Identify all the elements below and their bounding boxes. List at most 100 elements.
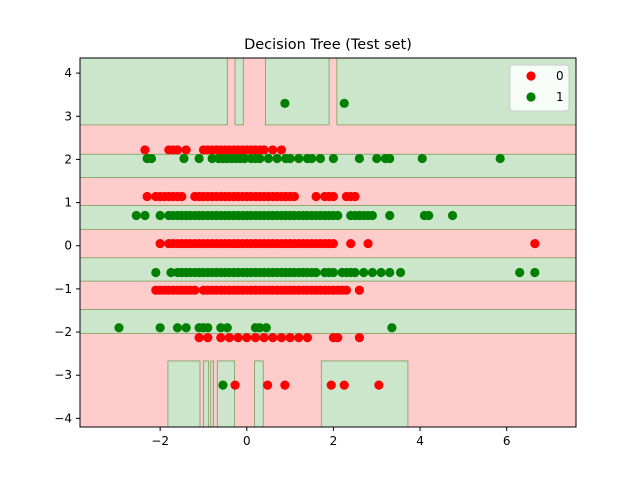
point-class-1 xyxy=(307,153,317,164)
point-class-0 xyxy=(350,191,360,202)
region-class-1-1 xyxy=(234,58,244,126)
legend: 01 xyxy=(509,64,570,112)
point-class-0 xyxy=(354,285,365,295)
y-tick-label: −2 xyxy=(54,325,72,339)
point-class-1 xyxy=(350,267,360,278)
point-class-1 xyxy=(367,267,378,278)
point-class-1 xyxy=(376,267,386,278)
point-class-1 xyxy=(294,153,304,164)
point-class-1 xyxy=(131,210,141,221)
region-class-1-10 xyxy=(210,360,214,427)
point-class-0 xyxy=(326,380,336,390)
y-tick-label: 3 xyxy=(64,109,72,123)
point-class-0 xyxy=(280,380,290,390)
point-class-1 xyxy=(146,153,157,164)
point-class-0 xyxy=(190,285,200,295)
point-class-0 xyxy=(294,333,304,343)
y-axis: −4 −3 −2 −1 0 1 2 3 4 xyxy=(54,66,80,425)
legend-label-1: 1 xyxy=(556,90,564,104)
x-tick-label: 6 xyxy=(503,434,511,448)
point-class-0 xyxy=(289,191,300,202)
point-class-1 xyxy=(203,323,213,333)
y-tick-label: 0 xyxy=(64,239,72,253)
x-tick-label: 4 xyxy=(416,434,424,448)
point-class-1 xyxy=(155,210,165,221)
axes-frame xyxy=(79,57,577,428)
y-tick-label: −4 xyxy=(54,411,72,425)
point-class-0 xyxy=(302,333,313,343)
region-class-1-11 xyxy=(216,360,236,427)
point-class-1 xyxy=(255,323,265,333)
point-class-0 xyxy=(194,333,204,343)
point-class-1 xyxy=(359,267,369,278)
point-class-0 xyxy=(155,238,165,249)
point-class-1 xyxy=(166,267,176,278)
point-class-1 xyxy=(240,153,250,164)
point-class-1 xyxy=(372,153,382,164)
region-class-1-8 xyxy=(167,360,201,427)
point-class-0 xyxy=(346,238,356,249)
y-tick-label: −3 xyxy=(54,368,72,382)
point-class-0 xyxy=(230,380,240,390)
point-class-0 xyxy=(259,145,269,155)
point-class-0 xyxy=(276,145,287,155)
point-class-0 xyxy=(374,380,384,390)
point-class-1 xyxy=(263,153,274,164)
point-class-1 xyxy=(272,153,282,164)
point-class-1 xyxy=(333,210,343,221)
point-class-1 xyxy=(255,153,265,164)
point-class-1 xyxy=(385,153,395,164)
region-class-1-0 xyxy=(80,58,228,126)
y-tick-label: 2 xyxy=(64,152,72,166)
y-tick-label: 4 xyxy=(64,66,72,80)
point-class-1 xyxy=(515,267,525,278)
region-class-1-13 xyxy=(320,360,409,427)
point-class-0 xyxy=(268,333,278,343)
x-axis: −2 0 2 4 6 xyxy=(151,427,511,448)
point-class-1 xyxy=(151,267,161,278)
y-tick-label: −1 xyxy=(54,282,72,296)
point-class-1 xyxy=(261,323,271,333)
x-tick-label: −2 xyxy=(151,434,169,448)
series-1 xyxy=(114,98,540,390)
point-class-1 xyxy=(194,153,204,164)
region-class-1-9 xyxy=(203,360,210,427)
point-class-1 xyxy=(367,210,378,221)
x-tick-label: 0 xyxy=(243,434,251,448)
point-class-0 xyxy=(268,145,278,155)
chart-title: Decision Tree (Test set) xyxy=(244,37,412,53)
point-class-1 xyxy=(155,323,165,333)
y-tick-label: 1 xyxy=(64,196,72,210)
point-class-1 xyxy=(417,153,427,164)
point-class-1 xyxy=(395,267,406,278)
plot-area xyxy=(80,58,576,427)
point-class-0 xyxy=(339,380,349,390)
point-class-0 xyxy=(530,238,540,249)
point-class-0 xyxy=(333,333,343,343)
point-class-0 xyxy=(328,191,339,202)
series-0 xyxy=(140,145,540,390)
point-class-1 xyxy=(447,210,458,221)
point-class-1 xyxy=(328,267,339,278)
point-class-1 xyxy=(179,153,189,164)
point-class-0 xyxy=(311,191,321,202)
point-class-0 xyxy=(259,333,269,343)
point-class-1 xyxy=(218,380,228,390)
point-class-1 xyxy=(172,323,183,333)
point-class-0 xyxy=(216,333,226,343)
point-class-0 xyxy=(140,145,150,155)
point-class-0 xyxy=(242,333,252,343)
point-class-0 xyxy=(341,285,352,295)
legend-marker-1 xyxy=(526,92,536,102)
point-class-0 xyxy=(224,333,235,343)
legend-marker-0 xyxy=(526,71,536,81)
point-class-1 xyxy=(495,153,505,164)
point-class-0 xyxy=(328,238,339,249)
point-class-1 xyxy=(385,267,395,278)
point-class-0 xyxy=(354,333,365,343)
point-class-1 xyxy=(207,153,217,164)
point-class-0 xyxy=(172,145,183,155)
point-class-0 xyxy=(142,191,152,202)
region-class-1-7 xyxy=(80,309,576,334)
